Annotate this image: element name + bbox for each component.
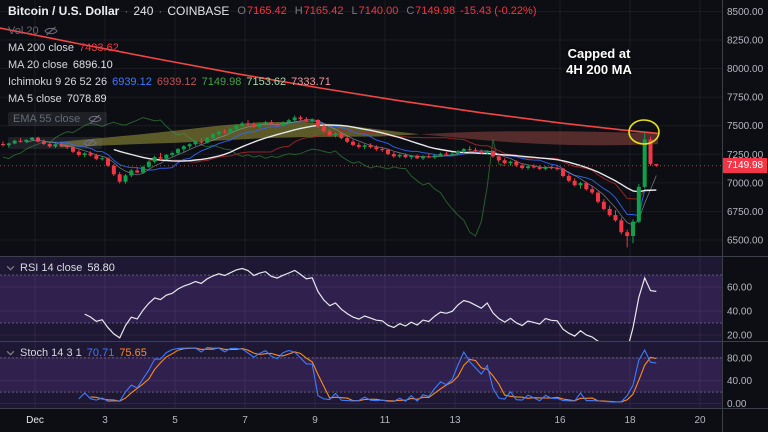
svg-text:0.00: 0.00 xyxy=(727,399,747,410)
svg-text:40.00: 40.00 xyxy=(727,376,752,387)
svg-text:7: 7 xyxy=(242,415,248,426)
hidden-eye-icon[interactable] xyxy=(43,26,58,36)
chevron-down-icon[interactable] xyxy=(6,350,15,356)
stoch-k-value: 70.71 xyxy=(86,347,115,359)
ichimoku-lagging-value: 7149.98 xyxy=(201,76,242,88)
ma5-value: 7078.89 xyxy=(66,93,107,105)
ohlc-open: O 7165.42 xyxy=(237,5,287,17)
svg-text:8000.00: 8000.00 xyxy=(727,64,764,75)
separator-dot: · xyxy=(124,4,129,18)
svg-text:9: 9 xyxy=(312,415,318,426)
stoch-legend-row[interactable]: Stoch 14 3 1 70.71 75.65 xyxy=(6,346,147,360)
svg-text:7500.00: 7500.00 xyxy=(727,121,764,132)
svg-text:7750.00: 7750.00 xyxy=(727,93,764,104)
stoch-d-value: 75.65 xyxy=(119,347,147,359)
svg-text:80.00: 80.00 xyxy=(727,353,752,364)
ema55-label: EMA 55 close xyxy=(13,113,81,125)
stoch-label: Stoch 14 3 1 xyxy=(20,347,82,359)
chevron-down-icon[interactable] xyxy=(6,265,15,271)
svg-text:5: 5 xyxy=(172,415,178,426)
hidden-eye-icon[interactable] xyxy=(88,114,102,124)
ohlc-close: C 7149.98 xyxy=(406,5,456,17)
legend-row-volume[interactable]: Vol 20 xyxy=(8,24,58,38)
ichimoku-label: Ichimoku 9 26 52 26 xyxy=(8,76,108,88)
separator-dot: · xyxy=(158,4,163,18)
svg-text:20.00: 20.00 xyxy=(727,331,752,342)
annotation-text[interactable]: Capped at 4H 200 MA xyxy=(538,46,660,78)
rsi-legend-row[interactable]: RSI 14 close 58.80 xyxy=(6,261,115,275)
ichimoku-lead1-value: 7153.62 xyxy=(246,76,287,88)
legend-row-ma200[interactable]: MA 200 close 7433.62 xyxy=(8,41,119,55)
svg-text:6500.00: 6500.00 xyxy=(727,236,764,247)
svg-text:18: 18 xyxy=(624,415,636,426)
annotation-line1: Capped at xyxy=(567,46,631,61)
ma5-label: MA 5 close xyxy=(8,93,62,105)
ichimoku-base-value: 6939.12 xyxy=(156,76,197,88)
svg-text:7250.00: 7250.00 xyxy=(727,150,764,161)
hidden-eye-icon[interactable] xyxy=(83,138,97,148)
ma20-value: 6896.10 xyxy=(72,59,113,71)
svg-text:3: 3 xyxy=(102,415,108,426)
svg-text:60.00: 60.00 xyxy=(727,283,752,294)
legend-row-ichimoku[interactable]: Ichimoku 9 26 52 26 6939.12 6939.12 7149… xyxy=(8,75,331,89)
svg-text:40.00: 40.00 xyxy=(727,307,752,318)
svg-text:11: 11 xyxy=(380,415,391,426)
svg-text:8250.00: 8250.00 xyxy=(727,36,764,47)
symbol-title-row[interactable]: Bitcoin / U.S. Dollar · 240 · COINBASE O… xyxy=(8,4,537,18)
price-badge: 7149.98 xyxy=(723,158,767,174)
rsi-value: 58.80 xyxy=(87,262,115,274)
svg-text:7000.00: 7000.00 xyxy=(727,178,764,189)
annotation-line2: 4H 200 MA xyxy=(566,62,632,77)
rsi-label: RSI 14 close xyxy=(20,262,83,274)
svg-text:Dec: Dec xyxy=(26,415,44,426)
svg-text:20: 20 xyxy=(694,415,706,426)
ichimoku-lead2-value: 7333.71 xyxy=(291,76,331,88)
ma20-label: MA 20 close xyxy=(8,59,68,71)
legend-row-ema55[interactable]: EMA 55 close xyxy=(8,112,108,126)
svg-text:8500.00: 8500.00 xyxy=(727,7,764,18)
ichimoku-conversion-value: 6939.12 xyxy=(112,76,152,88)
svg-text:6750.00: 6750.00 xyxy=(727,207,764,218)
legend-row-ma20[interactable]: MA 20 close 6896.10 xyxy=(8,58,113,72)
ma200-value: 7433.62 xyxy=(79,42,119,54)
ohlc-low: L 7140.00 xyxy=(351,5,399,17)
svg-text:16: 16 xyxy=(554,415,566,426)
ma200-label: MA 200 close xyxy=(8,42,75,54)
ohlc-high: H 7165.42 xyxy=(294,5,344,17)
price-change: -15.43 (-0.22%) xyxy=(460,5,537,17)
symbol-name: Bitcoin / U.S. Dollar xyxy=(8,4,120,18)
legend-row-ma5[interactable]: MA 5 close 7078.89 xyxy=(8,92,107,106)
interval-label: 240 xyxy=(133,4,154,18)
legend-row-hidden-indicator[interactable] xyxy=(8,137,102,149)
volume-indicator-label: Vol 20 xyxy=(8,25,39,37)
svg-text:13: 13 xyxy=(449,415,461,426)
exchange-label: COINBASE xyxy=(167,4,230,18)
